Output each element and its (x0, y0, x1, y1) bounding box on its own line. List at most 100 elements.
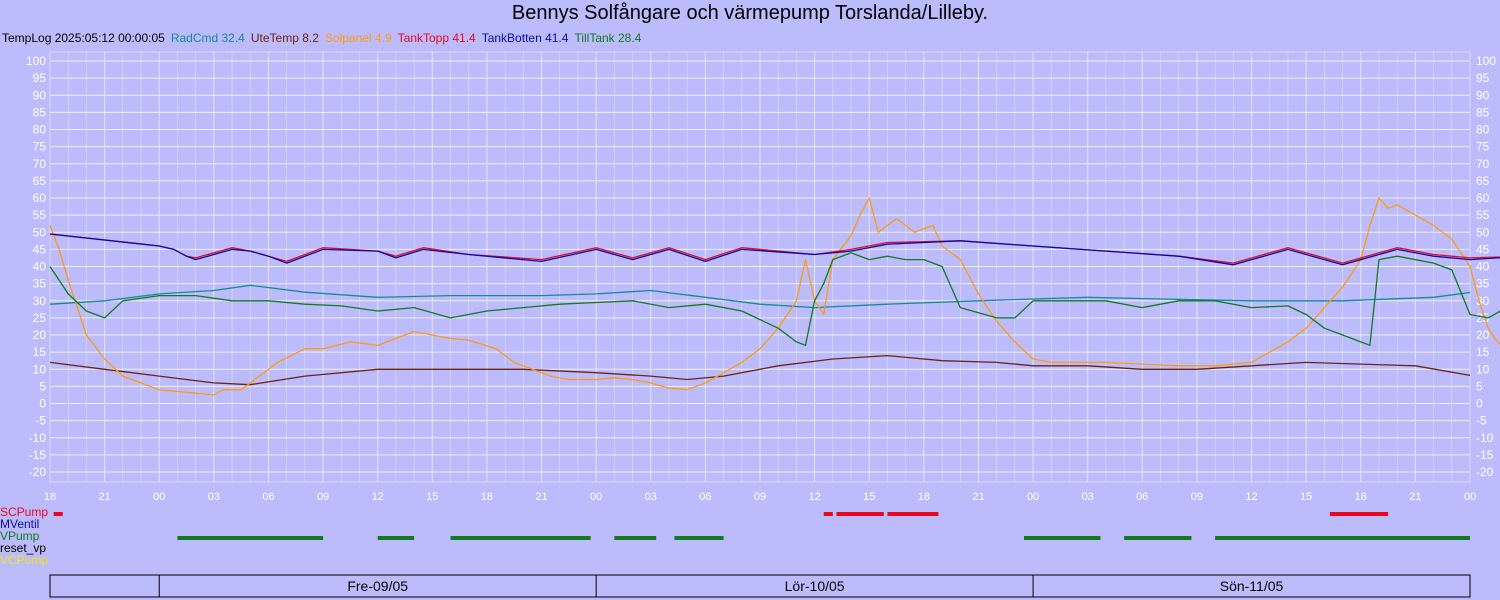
legend-header: TempLog 2025:05:12 00:00:05 (2, 31, 165, 45)
y-tick-label-right: 0 (1476, 397, 1483, 411)
legend-item-solpanel: Solpanel 4.9 (324, 31, 392, 45)
y-tick-label-right: 90 (1476, 88, 1490, 102)
status-label-scpump: SCPump (0, 505, 48, 519)
y-tick-label-left: 40 (33, 260, 47, 274)
x-tick-label: 00 (1027, 491, 1039, 503)
x-tick-label: 00 (1464, 491, 1476, 503)
y-tick-label-left: 30 (33, 294, 47, 308)
series-line-utetemp (49, 354, 1471, 386)
y-tick-label-left: -20 (29, 465, 47, 479)
series-line-tankbotten (49, 233, 1500, 266)
y-tick-label-left: 45 (33, 242, 47, 256)
status-label-vcpump: VCPump (0, 553, 48, 567)
day-label: Fre-09/05 (347, 578, 408, 594)
day-label: Sön-11/05 (1220, 578, 1284, 594)
y-tick-label-right: 5 (1476, 379, 1483, 393)
y-tick-label-right: 65 (1476, 174, 1490, 188)
y-tick-label-right: -20 (1476, 465, 1494, 479)
x-tick-label: 00 (590, 491, 602, 503)
y-tick-label-left: 0 (39, 397, 46, 411)
x-tick-label: 06 (262, 491, 274, 503)
y-tick-label-left: 100 (26, 54, 46, 68)
y-tick-label-left: 15 (33, 345, 47, 359)
chart-title: Bennys Solfångare och värmepump Torsland… (511, 2, 989, 24)
series-line-solpanel (49, 197, 1500, 396)
y-tick-label-left: 20 (33, 328, 47, 342)
y-tick-label-left: -5 (35, 414, 46, 428)
y-tick-label-right: 50 (1476, 225, 1490, 239)
x-tick-label: 09 (1191, 491, 1203, 503)
y-tick-label-right: 60 (1476, 191, 1490, 205)
y-tick-label-right: 30 (1476, 294, 1490, 308)
x-tick-label: 03 (1082, 491, 1094, 503)
x-tick-label: 21 (98, 491, 110, 503)
series-line-radcmd (49, 284, 1471, 309)
y-tick-label-right: -5 (1476, 414, 1487, 428)
x-tick-label: 12 (372, 491, 384, 503)
y-tick-label-right: 70 (1476, 157, 1490, 171)
day-label: Lör-10/05 (785, 578, 845, 594)
y-tick-label-right: 40 (1476, 260, 1490, 274)
y-tick-label-left: 10 (33, 362, 47, 376)
x-tick-label: 06 (699, 491, 711, 503)
x-tick-label: 09 (754, 491, 766, 503)
y-tick-label-right: -15 (1476, 448, 1494, 462)
y-tick-label-left: 85 (33, 105, 47, 119)
y-tick-label-right: 20 (1476, 328, 1490, 342)
x-tick-label: 21 (535, 491, 547, 503)
y-tick-label-right: 10 (1476, 362, 1490, 376)
y-tick-label-left: 25 (33, 311, 47, 325)
y-tick-label-left: 55 (33, 208, 47, 222)
x-tick-label: 18 (481, 491, 493, 503)
x-tick-label: 18 (44, 491, 56, 503)
y-tick-label-left: 5 (39, 379, 46, 393)
status-label-mventil: MVentil (0, 517, 39, 531)
y-tick-label-right: 85 (1476, 105, 1490, 119)
y-tick-label-left: 50 (33, 225, 47, 239)
legend-item-tankbotten: TankBotten 41.4 (481, 31, 569, 45)
series-line-tilltank (49, 252, 1500, 346)
status-label-vpump: VPump (0, 529, 40, 543)
y-tick-label-left: 90 (33, 88, 47, 102)
y-tick-label-right: 35 (1476, 277, 1490, 291)
y-tick-label-right: 75 (1476, 140, 1490, 154)
x-tick-label: 09 (317, 491, 329, 503)
series-line-tanktopp (49, 233, 1500, 264)
y-tick-label-right: 100 (1476, 54, 1496, 68)
y-tick-label-right: -10 (1476, 431, 1494, 445)
x-tick-label: 21 (1409, 491, 1421, 503)
legend-item-tilltank: TillTank 28.4 (574, 31, 642, 45)
x-tick-label: 18 (1355, 491, 1367, 503)
y-tick-label-left: 70 (33, 157, 47, 171)
y-tick-label-left: 65 (33, 174, 47, 188)
status-label-reset_vp: reset_vp (0, 541, 46, 555)
x-tick-label: 12 (1245, 491, 1257, 503)
x-tick-label: 21 (972, 491, 984, 503)
legend: TempLog 2025:05:12 00:00:05 RadCmd 32.4 Ut… (2, 31, 647, 45)
x-tick-label: 03 (208, 491, 220, 503)
legend-item-radcmd: RadCmd 32.4 (170, 31, 245, 45)
y-tick-label-left: 35 (33, 277, 47, 291)
x-tick-label: 15 (1300, 491, 1312, 503)
y-tick-label-left: 80 (33, 123, 47, 137)
y-tick-label-right: 15 (1476, 345, 1490, 359)
x-tick-label: 00 (153, 491, 165, 503)
x-tick-label: 15 (426, 491, 438, 503)
y-tick-label-left: -15 (29, 448, 47, 462)
y-tick-label-right: 55 (1476, 208, 1490, 222)
x-tick-label: 15 (863, 491, 875, 503)
y-tick-label-right: 45 (1476, 242, 1490, 256)
x-tick-label: 03 (645, 491, 657, 503)
y-tick-label-right: 80 (1476, 123, 1490, 137)
x-tick-label: 18 (918, 491, 930, 503)
x-tick-label: 12 (808, 491, 820, 503)
y-tick-label-left: 95 (33, 71, 47, 85)
y-tick-label-left: -10 (29, 431, 47, 445)
legend-item-tanktopp: TankTopp 41.4 (397, 31, 476, 45)
y-tick-label-left: 60 (33, 191, 47, 205)
x-tick-label: 06 (1136, 491, 1148, 503)
legend-item-utetemp: UteTemp 8.2 (250, 31, 319, 45)
y-tick-label-left: 75 (33, 140, 47, 154)
y-tick-label-right: 95 (1476, 71, 1490, 85)
